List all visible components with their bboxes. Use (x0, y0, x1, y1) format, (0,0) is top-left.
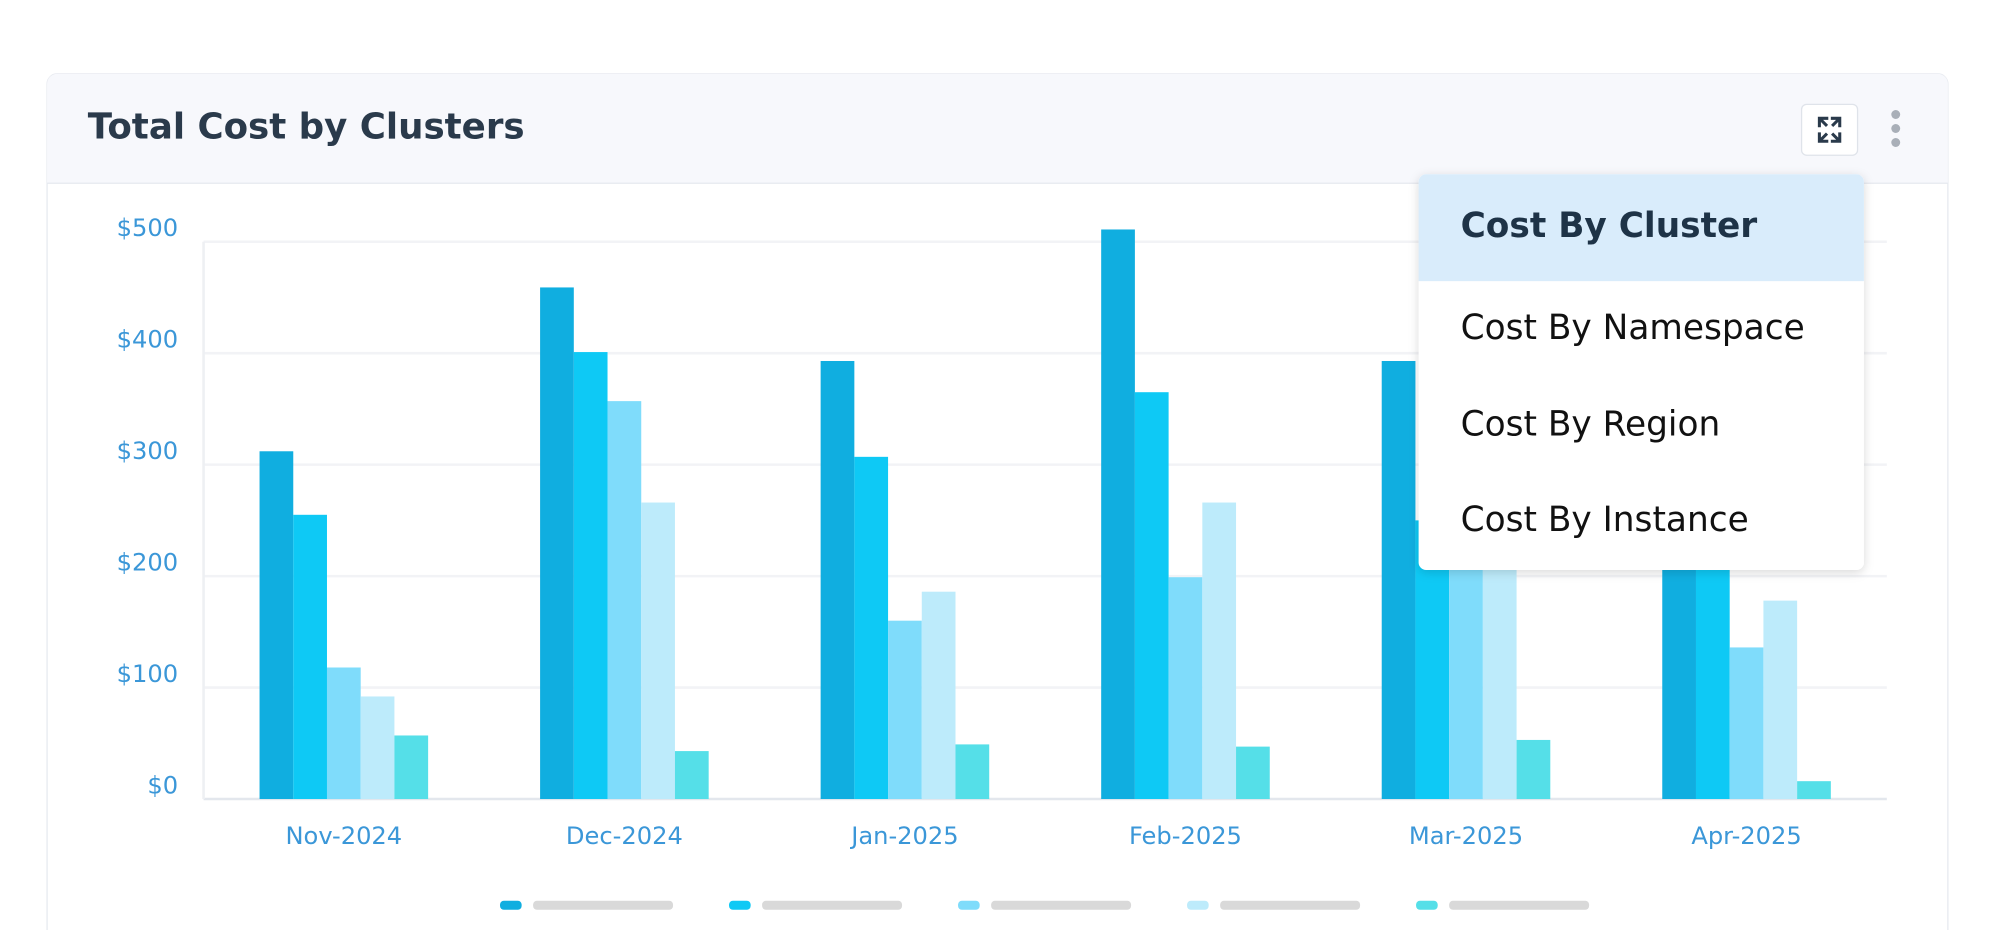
bar (1729, 647, 1764, 800)
bar (1763, 600, 1798, 800)
bar (293, 514, 327, 800)
legend-swatch (1187, 900, 1209, 910)
more-button[interactable] (1891, 110, 1901, 147)
bar (1381, 360, 1416, 800)
bar (674, 751, 709, 800)
dot (1891, 110, 1901, 119)
dropdown-menu: Cost By Cluster Cost By Namespace Cost By … (1418, 174, 1864, 570)
bar (1202, 502, 1237, 800)
card-header (47, 73, 1948, 184)
y-tick-label: $100 (117, 660, 178, 688)
menu-item[interactable]: Cost By Namespace (1461, 308, 1805, 348)
y-tick-label: $0 (147, 771, 178, 799)
bar (921, 591, 956, 800)
bar (326, 667, 361, 800)
bar (1797, 781, 1831, 800)
bar (360, 696, 395, 800)
bar (573, 352, 608, 800)
legend-label-placeholder (1220, 900, 1361, 910)
menu-item[interactable]: Cost By Cluster (1461, 206, 1758, 246)
y-tick-label: $400 (117, 325, 178, 353)
x-tick-label: Feb-2025 (1129, 822, 1242, 850)
expand-button[interactable] (1800, 103, 1859, 156)
plot: $0 $100 $200 $300 $400 $500 Nov-2024 Dec-2024 Ja… (117, 214, 1887, 850)
legend (500, 900, 1590, 910)
card-title: Total Cost by Clusters (88, 107, 525, 148)
bar (888, 620, 922, 800)
bar (1101, 229, 1135, 800)
legend-swatch (500, 900, 522, 910)
dot (1891, 138, 1901, 147)
legend-label-placeholder (762, 900, 903, 910)
x-tick-label: Jan-2025 (849, 822, 958, 850)
bar (641, 502, 675, 800)
legend-label-placeholder (533, 900, 674, 910)
bar (854, 456, 889, 800)
bar (540, 287, 574, 800)
expand-icon (1817, 116, 1842, 143)
x-tick-label: Mar-2025 (1409, 822, 1523, 850)
bar (607, 401, 642, 800)
x-tick-label: Dec-2024 (566, 822, 683, 850)
legend-swatch (958, 900, 980, 910)
bar (394, 735, 429, 800)
menu-selected-bg (1418, 174, 1864, 282)
x-tick-label: Apr-2025 (1691, 822, 1801, 850)
menu-item[interactable]: Cost By Region (1461, 405, 1721, 445)
bar (1482, 542, 1517, 800)
bar (1516, 739, 1551, 800)
bar (820, 360, 855, 800)
y-tick-label: $300 (117, 437, 178, 465)
bar (1134, 392, 1169, 800)
legend-label-placeholder (991, 900, 1132, 910)
dot (1891, 124, 1901, 133)
menu-item[interactable]: Cost By Instance (1461, 500, 1749, 540)
bar (1168, 577, 1203, 800)
y-tick-label: $500 (117, 214, 178, 242)
legend-swatch (729, 900, 751, 910)
legend-swatch (1416, 900, 1438, 910)
expand-box (1800, 103, 1859, 156)
legend-label-placeholder (1449, 900, 1590, 910)
bar (955, 744, 990, 800)
bar (1236, 746, 1270, 800)
y-tick-label: $200 (117, 548, 178, 576)
bar (1449, 531, 1483, 800)
x-tick-label: Nov-2024 (285, 822, 402, 850)
bar (259, 451, 294, 800)
